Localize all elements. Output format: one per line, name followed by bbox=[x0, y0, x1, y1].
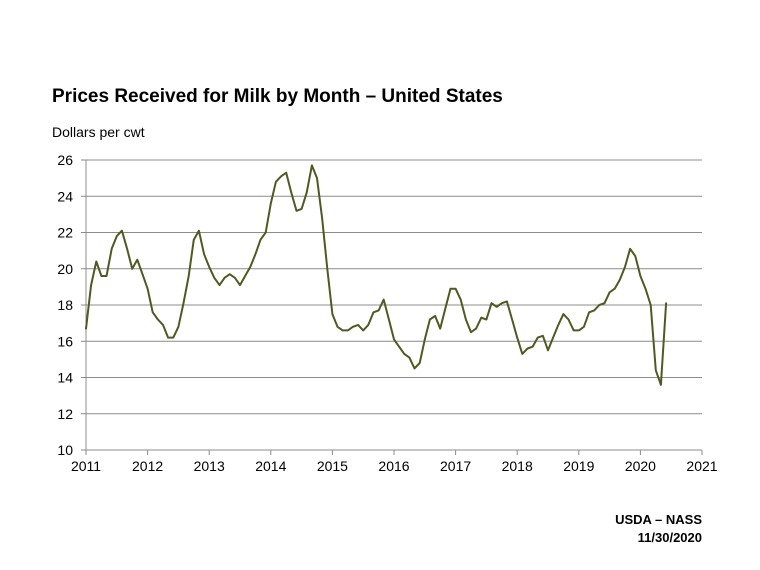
gridlines bbox=[86, 159, 702, 415]
source-date: 11/30/2020 bbox=[637, 530, 702, 545]
y-tick-label: 12 bbox=[57, 406, 73, 422]
y-axis-label: Dollars per cwt bbox=[52, 124, 145, 140]
x-tick-label: 2011 bbox=[71, 458, 101, 474]
y-tick-label: 26 bbox=[57, 152, 73, 168]
series-group bbox=[85, 164, 668, 386]
x-tick-label: 2012 bbox=[132, 458, 163, 474]
source-agency: USDA – NASS bbox=[615, 512, 702, 527]
x-tick-label: 2021 bbox=[686, 458, 717, 474]
series-line bbox=[85, 164, 668, 386]
x-tick-label: 2017 bbox=[440, 458, 471, 474]
x-tick-label: 2019 bbox=[563, 458, 594, 474]
y-tick-label: 10 bbox=[57, 442, 73, 458]
y-tick-label: 20 bbox=[57, 261, 73, 277]
y-tick-label: 24 bbox=[57, 188, 73, 204]
y-tick-label: 18 bbox=[57, 297, 73, 313]
y-tick-label: 14 bbox=[57, 370, 73, 386]
x-tick-label: 2013 bbox=[194, 458, 225, 474]
chart-title: Prices Received for Milk by Month – Unit… bbox=[52, 86, 503, 107]
y-tick-label: 16 bbox=[57, 333, 73, 349]
y-tick-label: 22 bbox=[57, 225, 73, 241]
x-tick-label: 2014 bbox=[255, 458, 286, 474]
x-tick-label: 2015 bbox=[317, 458, 348, 474]
source-note: USDA – NASS 11/30/2020 bbox=[615, 511, 702, 547]
x-tick-label: 2020 bbox=[625, 458, 656, 474]
x-tick-labels: 2011 2012 2013 2014 2015 2016 2017 2018 2019 2020… bbox=[71, 458, 718, 474]
y-tick-labels: 10 12 14 16 18 20 22 24 26 bbox=[57, 152, 73, 458]
x-tick-label: 2016 bbox=[378, 458, 409, 474]
x-tick-label: 2018 bbox=[502, 458, 533, 474]
axes bbox=[81, 159, 703, 455]
